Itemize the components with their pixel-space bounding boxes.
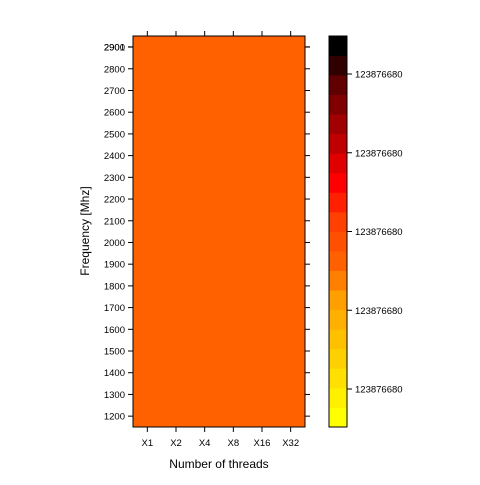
colorkey-tick-label: 123876680 — [355, 148, 403, 159]
colorkey-swatch — [329, 133, 347, 154]
colorkey-swatch — [329, 94, 347, 115]
colorkey-swatch — [329, 192, 347, 213]
colorkey-swatch — [329, 270, 347, 291]
colorkey-axis: 123876680 123876680 123876680 123876680 1238… — [347, 70, 403, 396]
colorkey-swatch — [329, 114, 347, 135]
heatmap-cell — [276, 36, 306, 427]
colorkey-swatch — [329, 36, 347, 56]
colorkey-swatch — [329, 251, 347, 271]
x-tick-label: X32 — [282, 438, 299, 449]
y-tick-label: 1600 — [104, 325, 125, 336]
colorkey-swatch — [329, 329, 347, 350]
colorkey-swatch — [329, 407, 347, 428]
colorkey-tick-label: 123876680 — [355, 306, 403, 317]
heatmap-cells — [133, 36, 306, 427]
x-axis: X1 X2 X4 X8 X16 X32 — [142, 31, 299, 449]
x-tick-label: X8 — [228, 438, 240, 449]
heatmap-cell — [219, 36, 249, 427]
colorkey-swatch — [329, 153, 347, 174]
y-tick-label: 1700 — [104, 303, 125, 314]
y-tick-label: 1300 — [104, 390, 125, 401]
colorkey-swatch — [329, 211, 347, 232]
y-tick-label: 2901 — [104, 42, 125, 53]
colorkey-swatch — [329, 290, 347, 311]
y-tick-label: 2400 — [104, 151, 125, 162]
colorkey-swatch — [329, 75, 347, 96]
y-tick-label: 2800 — [104, 64, 125, 75]
x-axis-title: Number of threads — [169, 457, 268, 471]
y-axis: 1200 1300 1400 1500 1600 1700 1800 1900 2000 2100… — [104, 42, 310, 423]
y-tick-label: 2000 — [104, 238, 125, 249]
x-tick-label: X4 — [199, 438, 211, 449]
colorkey-swatch — [329, 368, 347, 389]
heatmap-cell — [190, 36, 220, 427]
y-tick-label: 2100 — [104, 216, 125, 227]
x-tick-label: X16 — [254, 438, 271, 449]
y-tick-label: 2200 — [104, 195, 125, 206]
y-axis-title: Frequency [Mhz] — [78, 186, 92, 275]
x-tick-label: X1 — [142, 438, 154, 449]
y-tick-label: 2500 — [104, 129, 125, 140]
y-tick-label: 2900 — [104, 43, 125, 54]
colorkey — [329, 36, 347, 428]
y-tick-label: 2700 — [104, 86, 125, 97]
y-tick-label: 2300 — [104, 173, 125, 184]
y-tick-label: 1500 — [104, 347, 125, 358]
colorkey-tick-label: 123876680 — [355, 385, 403, 396]
colorkey-tick-label: 123876680 — [355, 70, 403, 81]
colorkey-swatch — [329, 387, 347, 408]
y-tick-label: 2600 — [104, 108, 125, 119]
heatmap-cell — [247, 36, 277, 427]
colorkey-swatch — [329, 55, 347, 76]
colorkey-tick-label: 123876680 — [355, 227, 403, 238]
heatmap-panel-frame — [132, 35, 306, 428]
y-tick-label: 1200 — [104, 412, 125, 423]
y-tick-label: 1800 — [104, 281, 125, 292]
colorkey-swatch — [329, 231, 347, 252]
y-tick-label: 1400 — [104, 368, 125, 379]
heatmap-cell — [161, 36, 191, 427]
colorkey-swatch — [329, 348, 347, 369]
y-tick-label: 1900 — [104, 260, 125, 271]
colorkey-swatch — [329, 172, 347, 193]
x-tick-label: X2 — [170, 438, 182, 449]
colorkey-swatch — [329, 309, 347, 330]
heatmap-cell — [133, 36, 163, 427]
